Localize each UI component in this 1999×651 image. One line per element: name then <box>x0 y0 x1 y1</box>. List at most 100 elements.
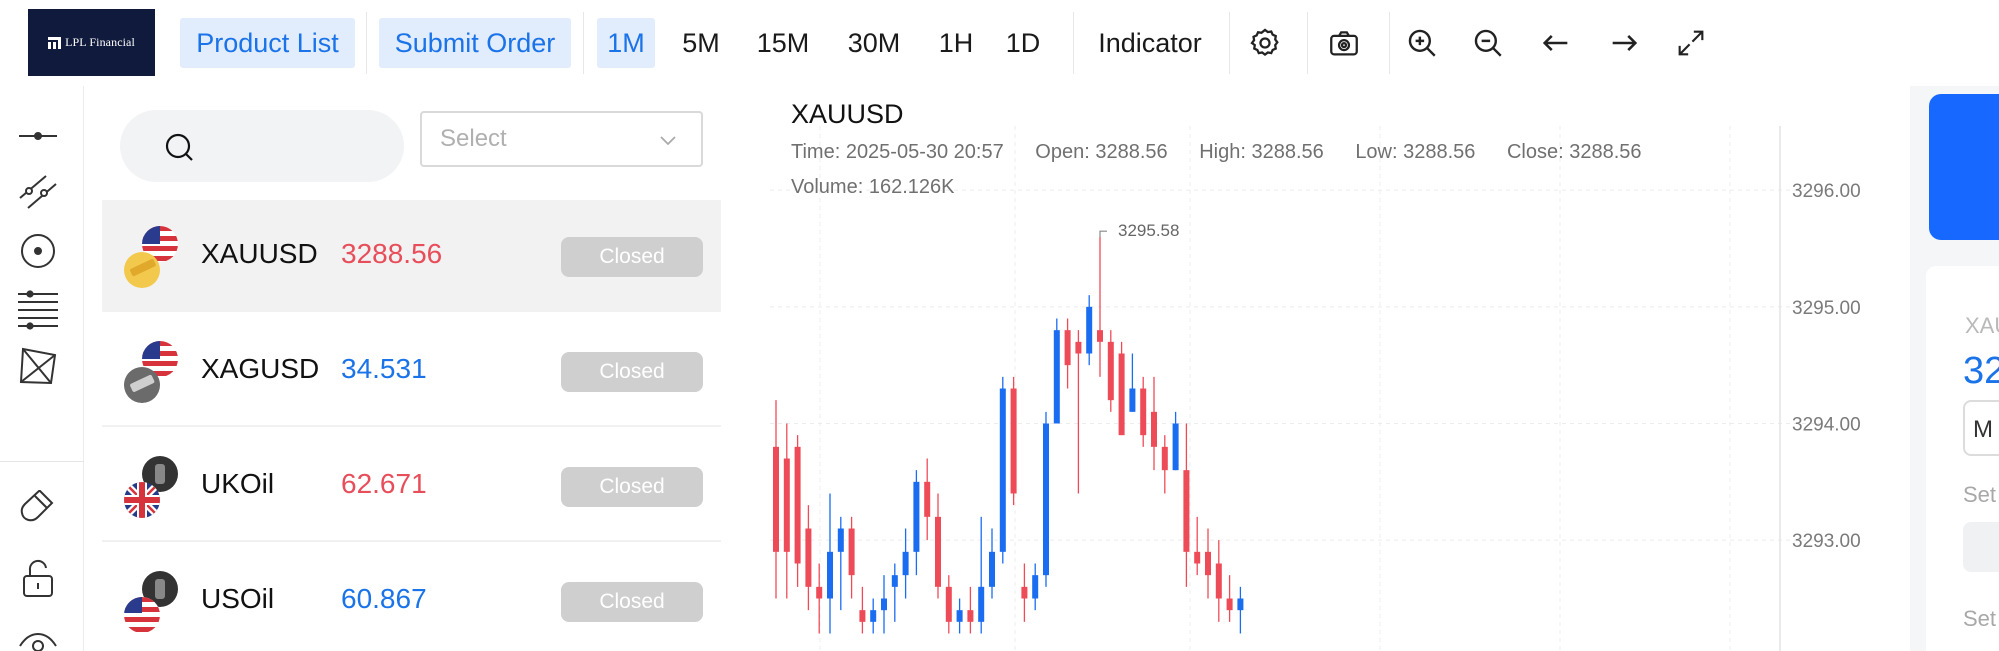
y-tick-label: 3293.00 <box>1792 531 1861 552</box>
legend-low: Low: 3288.56 <box>1355 141 1476 163</box>
order-price: 32 <box>1963 350 1999 392</box>
product-price: 62.671 <box>341 468 427 499</box>
candle-body <box>999 388 1006 552</box>
product-row-xagusd[interactable]: XAGUSD 34.531 Closed <box>102 315 721 427</box>
pattern-icon[interactable] <box>12 340 64 392</box>
y-tick-label: 3294.00 <box>1792 415 1861 436</box>
product-symbol: USOil <box>201 583 275 614</box>
volume-legend: Volume: 162.126K <box>791 176 955 198</box>
status-badge: Closed <box>561 467 703 507</box>
candle-body <box>924 481 931 517</box>
product-symbol: XAUUSD <box>201 238 318 269</box>
product-row-usoil[interactable]: USOil 60.867 Closed <box>102 545 721 651</box>
interval-1d-button[interactable]: 1D <box>1005 27 1041 58</box>
toolbar-divider <box>1389 12 1390 74</box>
legend-time: Time: 2025-05-30 20:57 <box>791 141 1004 163</box>
max-marker-label: 3295.58 <box>1118 221 1179 240</box>
submit-order-button[interactable]: Submit Order <box>379 18 571 68</box>
ohlc-legend: Time: 2025-05-30 20:57 Open: 3288.56 Hig… <box>791 141 1668 164</box>
candle-body <box>881 598 887 611</box>
silver-us-flag-icon <box>124 341 178 403</box>
price-chart[interactable]: 3296.00 3295.00 3294.00 3293.00 3295.58 XAUU… <box>740 86 1910 651</box>
interval-5m-button[interactable]: 5M <box>682 27 720 58</box>
candle-body <box>989 551 995 587</box>
interval-30m-button[interactable]: 30M <box>847 27 901 58</box>
y-tick-label: 3295.00 <box>1792 298 1861 319</box>
search-icon <box>165 133 193 161</box>
status-badge: Closed <box>561 582 703 622</box>
product-list-panel: Select XAUUSD 3288.56 Closed <box>102 86 721 651</box>
legend-open: Open: 3288.56 <box>1035 141 1168 163</box>
select-placeholder: Select <box>440 125 507 152</box>
candle-body <box>1129 388 1136 412</box>
oil-us-flag-icon <box>124 571 178 633</box>
gear-icon[interactable] <box>1243 21 1287 65</box>
candle-body <box>859 610 866 622</box>
logo: LPL Financial <box>28 9 155 76</box>
candle-body <box>1118 353 1125 436</box>
candle-body <box>1107 341 1114 401</box>
candle-body <box>837 528 844 552</box>
magnet-icon[interactable] <box>12 481 64 533</box>
candle-body <box>978 586 985 622</box>
fibonacci-lines-icon[interactable] <box>12 282 64 334</box>
candle-body <box>1086 306 1093 354</box>
y-tick-label: 3296.00 <box>1792 181 1861 202</box>
zoom-out-icon[interactable] <box>1466 21 1510 65</box>
product-price: 3288.56 <box>341 238 443 269</box>
candle-body <box>956 610 963 622</box>
candle-body <box>1226 598 1233 611</box>
arrow-left-icon[interactable] <box>1534 21 1578 65</box>
circle-dot-icon[interactable] <box>12 225 64 277</box>
candle-body <box>1161 446 1168 471</box>
product-symbol: UKOil <box>201 468 275 499</box>
order-symbol: XAU <box>1965 313 1999 338</box>
drawing-toolbar <box>0 86 84 651</box>
candle-body <box>891 575 898 587</box>
product-row-ukoil[interactable]: UKOil 62.671 Closed <box>102 430 721 542</box>
camera-icon[interactable] <box>1322 21 1366 65</box>
status-badge: Closed <box>561 352 703 392</box>
set-label: Set <box>1963 482 1997 507</box>
candle-body <box>1151 411 1157 447</box>
candle-body <box>1172 423 1179 471</box>
unlock-icon[interactable] <box>12 552 64 604</box>
set-label: Set <box>1963 606 1997 631</box>
gold-us-flag-icon <box>124 226 178 288</box>
legend-close: Close: 3288.56 <box>1506 141 1642 163</box>
search-input[interactable] <box>180 133 380 159</box>
horizontal-line-icon[interactable] <box>12 110 64 162</box>
arrow-right-icon[interactable] <box>1602 21 1646 65</box>
candle-body <box>1075 341 1082 354</box>
order-card <box>1926 266 1999 651</box>
candle-body <box>805 528 812 587</box>
product-price: 60.867 <box>341 583 427 614</box>
candle-body <box>945 586 952 622</box>
candle-body <box>816 586 823 599</box>
order-action-button[interactable] <box>1929 94 1999 240</box>
candle-body <box>1021 586 1028 599</box>
candlestick-chart[interactable]: 3296.00 3295.00 3294.00 3293.00 3295.58 <box>740 86 1910 651</box>
interval-1h-button[interactable]: 1H <box>938 27 974 58</box>
fullscreen-icon[interactable] <box>1669 21 1713 65</box>
product-list-button[interactable]: Product List <box>180 18 355 68</box>
candle-body <box>902 551 909 576</box>
zoom-in-icon[interactable] <box>1400 21 1444 65</box>
candle-body <box>870 610 877 622</box>
toolbar-divider <box>1229 12 1230 74</box>
order-type-select[interactable]: M <box>1963 400 1999 456</box>
interval-15m-button[interactable]: 15M <box>756 27 810 58</box>
category-select[interactable]: Select <box>420 111 703 167</box>
set-input[interactable] <box>1963 522 1999 572</box>
candle-body <box>1010 388 1017 494</box>
eye-icon[interactable] <box>12 620 64 651</box>
product-row-xauusd[interactable]: XAUUSD 3288.56 Closed <box>102 200 721 312</box>
indicator-button[interactable]: Indicator <box>1098 27 1202 58</box>
logo-text: LPL Financial <box>65 35 135 49</box>
search-box[interactable] <box>120 110 404 182</box>
interval-1m-button[interactable]: 1M <box>597 18 655 68</box>
product-symbol: XAGUSD <box>201 353 320 384</box>
logo-mark-icon <box>48 36 62 49</box>
oil-uk-flag-icon <box>124 456 178 518</box>
parallel-channel-icon[interactable] <box>12 166 64 218</box>
